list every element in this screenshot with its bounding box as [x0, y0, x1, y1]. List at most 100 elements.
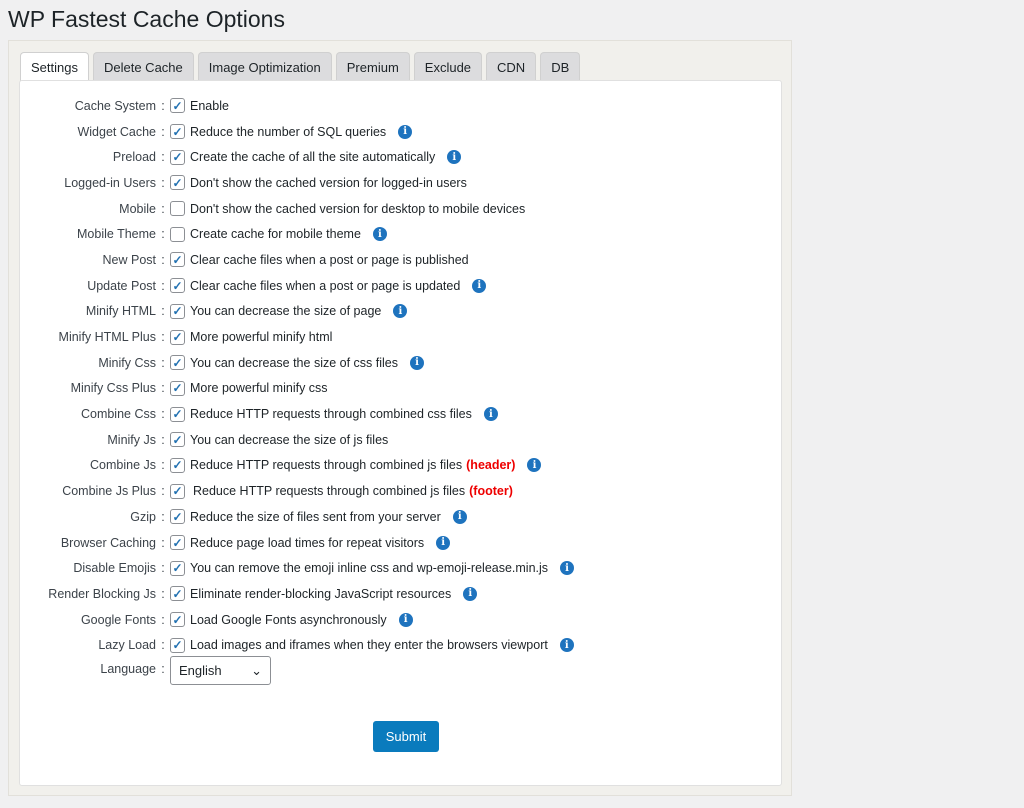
- option-label: Widget Cache: [77, 124, 156, 139]
- option-label: Minify HTML Plus: [58, 330, 156, 345]
- option-description: Don't show the cached version for logged…: [190, 175, 467, 190]
- settings-panel: Cache System: ✓ Enable Widget Cache: ✓ Reduce…: [19, 80, 782, 786]
- info-icon[interactable]: i: [527, 458, 542, 473]
- option-row-google-fonts: Google Fonts: ✓ Load Google Fonts asynchro…: [20, 607, 781, 633]
- checkmark-icon: ✓: [172, 252, 183, 267]
- option-label: Minify HTML: [85, 304, 156, 319]
- option-description: Create cache for mobile theme: [190, 227, 361, 242]
- minify-html-plus-checkbox[interactable]: ✓: [170, 329, 185, 345]
- info-icon[interactable]: i: [472, 278, 487, 293]
- option-row-disable-emojis: Disable Emojis: ✓ You can remove the emoji…: [20, 555, 781, 581]
- option-description: Eliminate render-blocking JavaScript res…: [190, 586, 452, 601]
- cache-system-checkbox[interactable]: ✓: [170, 98, 185, 114]
- combine-css-checkbox[interactable]: ✓: [170, 406, 185, 422]
- tab-image-optimization[interactable]: Image Optimization: [197, 52, 332, 81]
- info-icon[interactable]: i: [483, 407, 498, 422]
- option-row-combine-js-plus: Combine Js Plus: ✓ Reduce HTTP requests th…: [20, 478, 781, 504]
- option-description: Reduce the number of SQL queries: [190, 124, 387, 139]
- option-description: Reduce HTTP requests through combined js…: [190, 458, 463, 473]
- info-icon[interactable]: i: [398, 612, 413, 627]
- option-description: Reduce HTTP requests through combined cs…: [190, 407, 472, 422]
- option-label: Minify Css: [98, 355, 156, 370]
- language-select[interactable]: English ⌄: [170, 656, 271, 685]
- language-row: Language : English ⌄: [20, 656, 271, 685]
- checkmark-icon: ✓: [172, 561, 183, 576]
- checkmark-icon: ✓: [172, 304, 183, 319]
- tab-cdn[interactable]: CDN: [486, 52, 537, 81]
- info-icon[interactable]: i: [560, 561, 575, 576]
- info-icon[interactable]: i: [463, 586, 478, 601]
- new-post-checkbox[interactable]: ✓: [170, 252, 185, 268]
- option-row-minify-html: Minify HTML: ✓ You can decrease the size o…: [20, 299, 781, 325]
- option-row-minify-js: Minify Js: ✓ You can decrease the size of …: [20, 427, 781, 453]
- option-row-minify-css-plus: Minify Css Plus: ✓ More powerful minify cs…: [20, 376, 781, 402]
- mobile-checkbox[interactable]: [170, 201, 185, 217]
- option-label: Gzip: [130, 509, 156, 524]
- combine-js-plus-checkbox[interactable]: ✓: [170, 483, 185, 499]
- option-row-browser-caching: Browser Caching: ✓ Reduce page load times …: [20, 530, 781, 556]
- option-description: Reduce page load times for repeat visito…: [190, 535, 425, 550]
- option-row-render-blocking-js: Render Blocking Js: ✓ Eliminate render-blo…: [20, 581, 781, 607]
- options-container: Settings Delete Cache Image Optimization Pr…: [8, 40, 792, 796]
- browser-caching-checkbox[interactable]: ✓: [170, 535, 185, 551]
- option-note: (header): [466, 458, 516, 473]
- option-note: (footer): [469, 484, 513, 499]
- option-description: Reduce the size of files sent from your …: [190, 509, 441, 524]
- option-description: Clear cache files when a post or page is…: [190, 278, 461, 293]
- checkmark-icon: ✓: [172, 535, 183, 550]
- minify-css-checkbox[interactable]: ✓: [170, 355, 185, 371]
- option-label: Cache System: [74, 98, 156, 113]
- option-label: Lazy Load: [98, 638, 156, 653]
- tab-db[interactable]: DB: [540, 52, 581, 81]
- option-label: Logged-in Users: [64, 175, 156, 190]
- mobile-theme-checkbox[interactable]: [170, 226, 185, 242]
- option-row-lazy-load: Lazy Load: ✓ Load images and iframes when …: [20, 632, 781, 658]
- info-icon[interactable]: i: [398, 124, 413, 139]
- info-icon[interactable]: i: [372, 227, 387, 242]
- update-post-checkbox[interactable]: ✓: [170, 278, 185, 294]
- checkmark-icon: ✓: [172, 484, 183, 499]
- checkmark-icon: ✓: [172, 355, 183, 370]
- preload-checkbox[interactable]: ✓: [170, 149, 185, 165]
- tab-exclude[interactable]: Exclude: [413, 52, 483, 81]
- lazy-load-checkbox[interactable]: ✓: [170, 637, 185, 653]
- widget-cache-checkbox[interactable]: ✓: [170, 124, 185, 140]
- info-icon[interactable]: i: [393, 304, 408, 319]
- submit-button[interactable]: Submit: [373, 721, 439, 752]
- gzip-checkbox[interactable]: ✓: [170, 509, 185, 525]
- option-row-minify-html-plus: Minify HTML Plus: ✓ More powerful minify h…: [20, 324, 781, 350]
- combine-js-checkbox[interactable]: ✓: [170, 457, 185, 473]
- info-icon[interactable]: i: [410, 355, 424, 370]
- info-icon[interactable]: i: [447, 150, 462, 165]
- option-row-combine-js: Combine Js: ✓ Reduce HTTP requests through…: [20, 453, 781, 479]
- option-label: Google Fonts: [80, 612, 156, 627]
- render-blocking-js-checkbox[interactable]: ✓: [170, 586, 185, 602]
- minify-html-checkbox[interactable]: ✓: [170, 303, 185, 319]
- tab-delete-cache[interactable]: Delete Cache: [92, 52, 194, 81]
- minify-css-plus-checkbox[interactable]: ✓: [170, 380, 185, 396]
- info-icon[interactable]: i: [559, 638, 574, 653]
- option-description: Create the cache of all the site automat…: [190, 150, 436, 165]
- tab-premium[interactable]: Premium: [335, 52, 410, 81]
- option-label: Render Blocking Js: [48, 586, 156, 601]
- option-row-new-post: New Post: ✓ Clear cache files when a post …: [20, 247, 781, 273]
- option-label: Combine Js Plus: [62, 484, 156, 499]
- option-row-logged-in-users: Logged-in Users: ✓ Don't show the cached v…: [20, 170, 781, 196]
- info-icon[interactable]: i: [452, 509, 467, 524]
- option-label: Mobile: [119, 201, 156, 216]
- option-description: Load Google Fonts asynchronously: [190, 612, 387, 627]
- info-icon[interactable]: i: [436, 535, 451, 550]
- option-description: More powerful minify html: [190, 330, 333, 345]
- tab-bar: Settings Delete Cache Image Optimization Pr…: [20, 52, 581, 81]
- minify-js-checkbox[interactable]: ✓: [170, 432, 185, 448]
- disable-emojis-checkbox[interactable]: ✓: [170, 560, 185, 576]
- google-fonts-checkbox[interactable]: ✓: [170, 612, 185, 628]
- tab-settings[interactable]: Settings: [20, 52, 89, 81]
- logged-in-users-checkbox[interactable]: ✓: [170, 175, 185, 191]
- checkmark-icon: ✓: [172, 638, 183, 653]
- option-row-gzip: Gzip: ✓ Reduce the size of files sent from…: [20, 504, 781, 530]
- option-label: Minify Css Plus: [70, 381, 156, 396]
- option-row-cache-system: Cache System: ✓ Enable: [20, 93, 781, 119]
- checkmark-icon: ✓: [172, 278, 183, 293]
- option-label: Update Post: [87, 278, 156, 293]
